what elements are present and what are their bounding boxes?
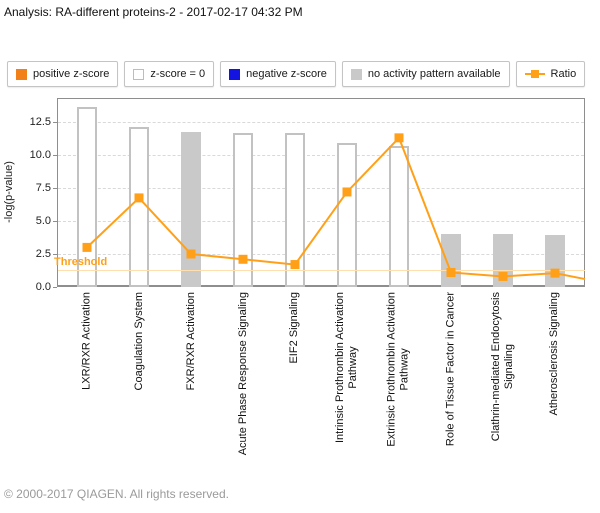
y-tick-label: 0.0	[35, 281, 51, 293]
bar-intrinsic-prothrombin-activation[interactable]	[337, 143, 357, 287]
y-tick-label: 5.0	[35, 215, 51, 227]
legend-label: negative z-score	[246, 68, 327, 80]
x-label-eif2-signaling[interactable]: EIF2 Signaling	[288, 292, 301, 364]
y-tick-label: 7.5	[35, 182, 51, 194]
legend-label: z-score = 0	[150, 68, 206, 80]
threshold-line	[58, 269, 585, 271]
x-label-clathrin-mediated-endocytosis[interactable]: Clathrin-mediated Endocytosis Signaling	[490, 292, 515, 442]
x-label-role-of-tissue-factor-in-cancer[interactable]: Role of Tissue Factor in Cancer	[444, 292, 457, 447]
negative-z-score-swatch-icon	[229, 68, 241, 80]
x-label-acute-phase-response-signaling[interactable]: Acute Phase Response Signaling	[236, 292, 249, 456]
bar-fxr-rxr-activation[interactable]	[181, 131, 201, 287]
x-label-coagulation-system[interactable]: Coagulation System	[132, 292, 145, 391]
x-label-extrinsic-prothrombin-activation[interactable]: Extrinsic Prothrombin Activation Pathway	[386, 292, 411, 447]
y-axis-title: -log(p-value)	[3, 161, 15, 223]
x-label-intrinsic-prothrombin-activation[interactable]: Intrinsic Prothrombin Activation Pathway	[334, 292, 359, 444]
y-tick-mark	[53, 155, 57, 156]
y-tick-label: 10.0	[29, 149, 51, 161]
legend-item-negative-z-score[interactable]: negative z-score	[220, 61, 336, 87]
y-tick-mark	[53, 188, 57, 189]
bar-acute-phase-response-signaling[interactable]	[233, 132, 253, 287]
x-label-lxr-rxr-activation[interactable]: LXR/RXR Activation	[80, 292, 93, 390]
bar-extrinsic-prothrombin-activation[interactable]	[389, 145, 409, 287]
analysis-title: Analysis: RA-different proteins-2 - 2017…	[4, 5, 303, 19]
legend-label: no activity pattern available	[367, 68, 501, 80]
y-tick-mark	[53, 122, 57, 123]
positive-z-score-swatch-icon	[16, 68, 27, 80]
x-label-atherosclerosis-signaling[interactable]: Atherosclerosis Signaling	[548, 292, 561, 416]
bar-clathrin-mediated-endocytosis[interactable]	[493, 234, 513, 287]
legend-item-ratio[interactable]: Ratio	[515, 61, 586, 87]
ratio-line-marker-icon	[524, 69, 545, 80]
no-activity-swatch-icon	[350, 68, 362, 80]
legend: positive z-score z-score = 0 negative z-…	[7, 61, 586, 87]
y-tick-label: 2.5	[35, 248, 51, 260]
legend-item-no-activity-pattern[interactable]: no activity pattern available	[341, 61, 510, 87]
y-gridline	[58, 122, 584, 123]
bar-coagulation-system[interactable]	[129, 127, 149, 287]
y-tick-mark	[53, 254, 57, 255]
legend-label: positive z-score	[33, 68, 110, 80]
bar-role-of-tissue-factor-in-cancer[interactable]	[441, 234, 461, 287]
bar-atherosclerosis-signaling[interactable]	[545, 234, 565, 287]
y-tick-mark	[53, 287, 57, 288]
legend-item-z-score-zero[interactable]: z-score = 0	[124, 61, 215, 87]
legend-label: Ratio	[550, 68, 577, 80]
z-score-zero-swatch-icon	[133, 68, 145, 80]
y-tick-mark	[53, 221, 57, 222]
threshold-label: Threshold	[54, 255, 108, 268]
copyright-footer: © 2000-2017 QIAGEN. All rights reserved.	[4, 487, 229, 501]
legend-item-positive-z-score[interactable]: positive z-score	[7, 61, 119, 87]
y-tick-label: 12.5	[29, 116, 51, 128]
x-label-fxr-rxr-activation[interactable]: FXR/RXR Activation	[184, 292, 197, 391]
bar-eif2-signaling[interactable]	[285, 133, 305, 287]
